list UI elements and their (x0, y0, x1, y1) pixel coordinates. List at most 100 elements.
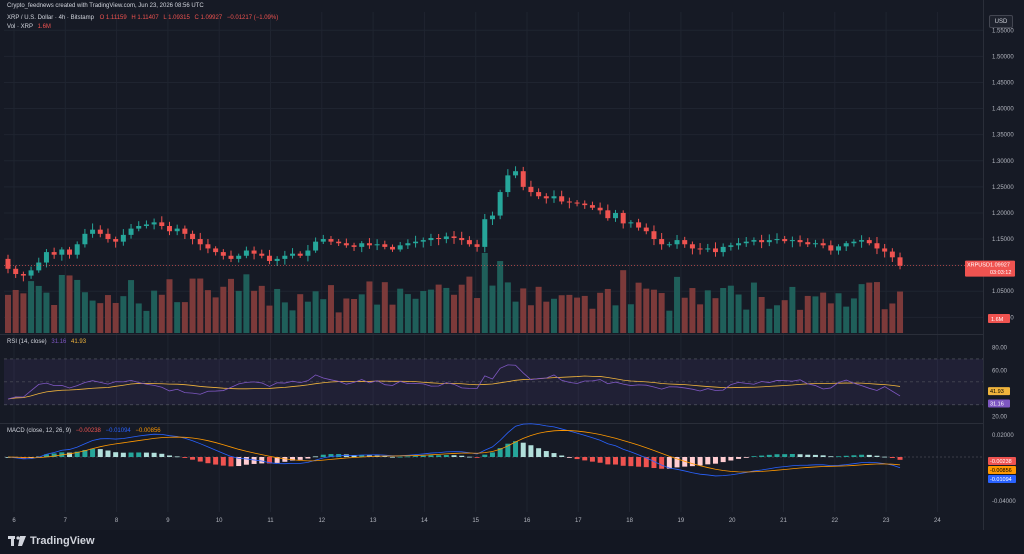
macd-histogram-bar (766, 454, 772, 457)
candle-body (397, 245, 403, 250)
ohlc-open: O 1.11159 (99, 15, 127, 21)
macd-histogram-bar (197, 457, 203, 462)
macd-histogram-bar (220, 457, 226, 466)
macd-histogram-bar (213, 457, 219, 465)
rsi-ma-tag-value: 41.93 (990, 389, 1004, 395)
volume-bar (181, 302, 188, 333)
volume-legend[interactable]: Vol · XRP 1.6M (7, 24, 51, 30)
macd-histogram-bar (836, 456, 842, 458)
macd-histogram-bar (543, 451, 549, 457)
volume-bar (220, 286, 227, 333)
macd-histogram-bar (613, 457, 619, 465)
candle-body (659, 239, 665, 245)
volume-bar (343, 298, 350, 333)
x-tick-label: 12 (318, 518, 325, 524)
volume-bar (66, 275, 73, 333)
symbol-name: XRP / U.S. Dollar · 4h · Bitstamp (7, 15, 94, 21)
volume-bar (474, 298, 481, 333)
x-tick-label: 23 (883, 518, 890, 524)
macd-histogram-bar (497, 448, 503, 457)
tradingview-logo-icon (8, 536, 26, 546)
macd-histogram-bar (320, 454, 326, 457)
macd-histogram-bar (513, 441, 519, 457)
candle-body (120, 234, 126, 242)
rsi-tick-label: 80.00 (992, 345, 1008, 351)
volume-bar (197, 278, 204, 333)
candle-body (420, 240, 426, 242)
volume-bar (135, 303, 142, 333)
currency-button[interactable]: USD (989, 15, 1013, 28)
volume-bar (81, 292, 88, 333)
volume-bar (597, 292, 604, 333)
candle-body (651, 231, 657, 240)
x-tick-label: 16 (524, 518, 531, 524)
macd-histogram-bar (428, 455, 434, 457)
candle-body (582, 203, 588, 206)
macd-histogram-bar (643, 457, 649, 468)
volume-bar (774, 305, 780, 333)
macd-histogram-bar (351, 455, 357, 457)
macd-signal-tag-value: -0.00856 (990, 468, 1012, 474)
macd-histogram-bar (97, 449, 103, 457)
volume-bar (427, 289, 434, 333)
candle-body (543, 196, 549, 199)
volume-bar (51, 304, 58, 333)
volume-bar (58, 274, 65, 333)
volume-bar (697, 304, 704, 333)
candle-body (166, 226, 172, 232)
macd-legend[interactable]: MACD (close, 12, 26, 9) −0.00238 −0.0109… (7, 428, 161, 434)
candle-body (759, 240, 765, 243)
candle-body (59, 249, 65, 255)
candle-body (67, 249, 73, 255)
macd-histogram-bar (313, 456, 319, 458)
candle-body (697, 248, 703, 250)
candle-body (843, 243, 849, 247)
rsi-tick-label: 60.00 (992, 368, 1008, 374)
macd-histogram-bar (828, 456, 834, 458)
symbol-legend[interactable]: XRP / U.S. Dollar · 4h · Bitstamp O 1.11… (7, 15, 278, 21)
price-tick-label: 1.55000 (992, 28, 1014, 34)
volume-bar (320, 299, 327, 333)
candle-body (728, 245, 734, 247)
volume-bar (566, 294, 573, 333)
macd-histogram-bar (597, 457, 603, 463)
macd-histogram-bar (251, 457, 257, 464)
macd-histogram-bar (874, 455, 880, 457)
macd-tick-label: 0.02000 (992, 433, 1014, 439)
macd-histogram-bar (297, 457, 303, 460)
macd-histogram-bar (474, 457, 480, 458)
volume-bar (351, 299, 358, 333)
volume-bar (858, 284, 865, 333)
candle-body (882, 248, 888, 252)
tradingview-logo[interactable]: TradingView (8, 535, 95, 547)
volume-bar (35, 285, 42, 333)
candle-body (405, 243, 411, 246)
price-tick-label: 1.05000 (992, 289, 1014, 295)
candle-body (320, 239, 326, 242)
macd-histogram-bar (182, 457, 188, 458)
volume-bar (489, 285, 496, 333)
x-tick-label: 24 (934, 518, 941, 524)
macd-histogram-bar (574, 457, 580, 460)
volume-bar (704, 290, 711, 333)
candle-body (743, 241, 749, 244)
candle-body (851, 241, 857, 244)
volume-bar (458, 284, 465, 333)
volume-bar (112, 302, 119, 333)
candle-body (182, 228, 188, 234)
volume-bar (843, 306, 850, 333)
candle-body (36, 262, 42, 271)
volume-bar (151, 290, 158, 333)
macd-histogram-bar (489, 452, 495, 457)
x-tick-label: 22 (831, 518, 838, 524)
macd-histogram-bar (851, 455, 857, 457)
rsi-legend[interactable]: RSI (14, close) 31.16 41.93 (7, 339, 86, 345)
candle-body (82, 233, 88, 245)
macd-histogram-bar (274, 457, 280, 463)
candle-body (43, 252, 49, 263)
volume-value: 1.6M (37, 24, 51, 30)
candle-body (559, 196, 565, 202)
candle-body (174, 228, 180, 232)
macd-histogram-bar (897, 457, 903, 460)
